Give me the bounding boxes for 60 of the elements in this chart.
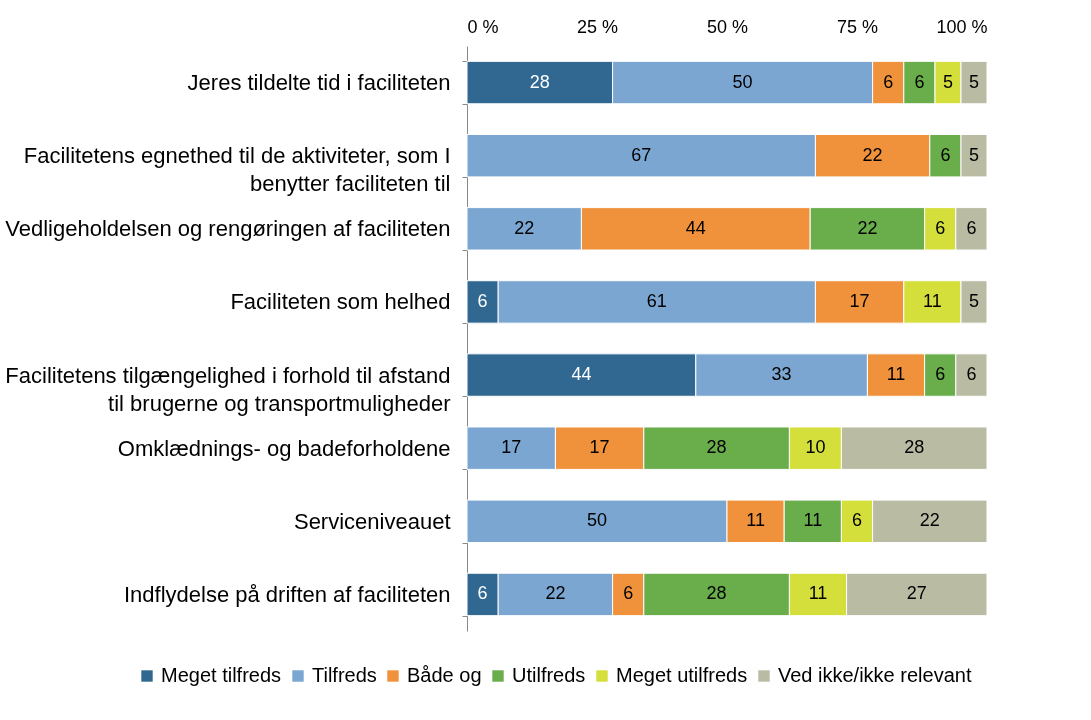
data-label: 22 [862,144,883,165]
data-label: 6 [623,583,634,604]
y-tick-label: Omklædnings- og badeforholdene [117,435,451,461]
data-label: 17 [589,437,610,458]
data-label: 44 [571,364,592,385]
data-label: 10 [805,437,826,458]
data-label: 61 [646,290,667,311]
x-tick-label: 0 % [467,16,499,37]
data-label: 5 [968,144,980,165]
data-label: 5 [968,290,980,311]
data-label: 17 [849,290,870,311]
data-label: 6 [935,217,946,238]
data-label: 6 [477,290,488,311]
data-label: 6 [940,144,951,165]
data-label: 6 [935,364,946,385]
y-tick-label: Faciliteten som helhed [230,289,451,315]
data-label: 6 [477,583,488,604]
data-label: 28 [529,71,550,92]
y-tick-label: Jeres tildelte tid i faciliteten [187,70,451,96]
y-tick-label: Facilitetens tilgængelighed i forhold til afstand til brugerne og transportmuligheder [5,362,451,416]
data-label: 17 [501,437,522,458]
legend-label: Ved ikke/ikke relevant [778,664,972,686]
legend-label: Tilfreds [312,664,377,686]
y-tick-label: Vedligeholdelsen og rengøringen af faciliteten [5,216,451,242]
data-label: 5 [942,71,954,92]
data-label: 33 [771,364,792,385]
data-label: 22 [514,217,535,238]
data-label: 27 [906,583,927,604]
x-tick-label: 25 % [576,16,619,37]
data-label: 11 [803,510,823,531]
data-label: 28 [706,583,727,604]
legend-label: Meget tilfreds [161,664,282,686]
data-label: 11 [808,583,828,604]
legend-label: Meget utilfreds [616,664,748,686]
x-tick-label: 75 % [836,16,879,37]
data-label: 28 [706,437,727,458]
data-label: 44 [685,217,706,238]
data-label: 6 [966,217,977,238]
data-label: 6 [851,510,863,531]
data-label: 6 [883,71,894,92]
y-tick-label: Indflydelse på driften af faciliteten [123,581,451,607]
data-label: 5 [968,71,980,92]
data-label: 6 [914,71,925,92]
data-label: 22 [919,510,940,531]
y-tick-label: Facilitetens egnethed til de aktiviteter, som I benytter faciliteten til [23,143,451,197]
data-label: 11 [746,510,765,531]
x-tick-label: 100 % [936,16,988,37]
data-label: 11 [923,290,942,311]
y-tick-label: Serviceniveauet [293,508,451,534]
data-label: 67 [631,144,652,165]
data-label: 22 [857,217,878,238]
data-label: 11 [886,364,906,385]
legend-label: Utilfreds [512,664,586,686]
data-label: 22 [545,583,566,604]
data-label: 50 [732,71,753,92]
data-label: 6 [966,364,977,385]
x-tick-label: 50 % [706,16,749,37]
data-label: 50 [586,510,608,531]
data-label: 28 [904,437,925,458]
legend-label: Både og [407,664,482,686]
